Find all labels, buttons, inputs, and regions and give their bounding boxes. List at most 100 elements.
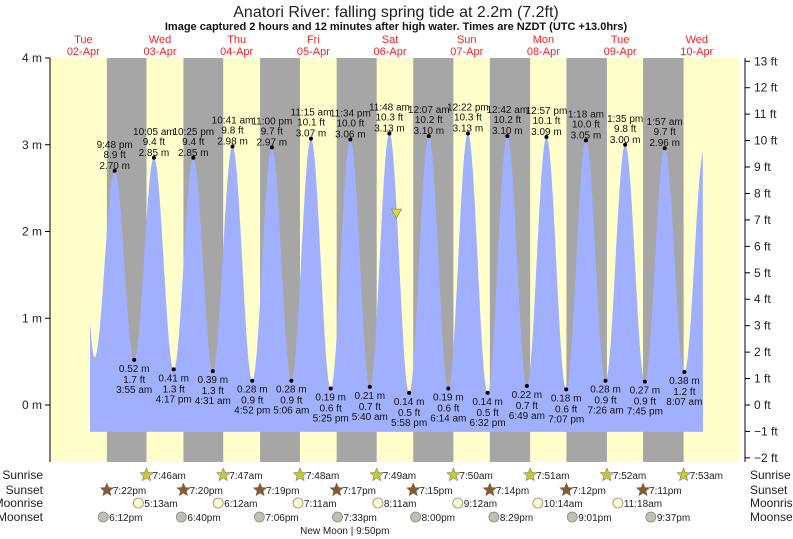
right-tick-label: 12 ft: [754, 81, 778, 95]
sunset-icon: [405, 482, 421, 497]
high-tide-ft: 10.2 ft: [493, 115, 521, 126]
high-tide-m: 2.70 m: [99, 161, 130, 172]
low-tide-point: [328, 386, 333, 391]
sunset-icon: [482, 482, 498, 497]
moonrise-icon: [372, 497, 384, 509]
low-tide-point: [682, 370, 687, 375]
high-tide-time: 11:00 pm: [251, 116, 292, 127]
low-tide-m: 0.22 m: [512, 390, 543, 401]
low-tide-point: [250, 378, 255, 383]
moonrise-time: 7:11am: [304, 499, 337, 510]
right-tick-label: 9 ft: [754, 160, 771, 174]
high-tide-time: 1:57 am: [647, 117, 683, 128]
high-tide-m: 3.06 m: [335, 130, 366, 141]
low-tide-time: 5:58 pm: [391, 418, 427, 429]
high-tide-time: 12:57 pm: [526, 106, 568, 117]
left-tick-label: 3 m: [22, 138, 42, 152]
sunrise-time: 7:50am: [459, 471, 492, 482]
low-tide-m: 0.52 m: [119, 364, 150, 375]
sunset-icon: [176, 482, 191, 497]
high-tide-ft: 8.9 ft: [104, 150, 126, 161]
moonset-icon: [645, 511, 657, 523]
day-label-dow: Mon: [533, 34, 554, 46]
day-label-date: 04-Apr: [220, 46, 253, 58]
high-tide-ft: 10.3 ft: [376, 112, 404, 123]
sunset-time: 7:12pm: [572, 486, 605, 497]
sunset-time: 7:20pm: [189, 486, 222, 497]
chart-subtitle: Image captured 2 hours and 12 minutes af…: [165, 21, 628, 33]
day-label-dow: Wed: [149, 34, 171, 46]
day-label-date: 08-Apr: [527, 46, 560, 58]
high-tide-m: 3.07 m: [296, 129, 327, 140]
high-tide-m: 3.13 m: [453, 123, 484, 134]
sunrise-time: 7:48am: [306, 471, 339, 482]
high-tide-point: [269, 145, 274, 150]
day-label-dow: Sat: [382, 34, 399, 46]
moonrise-time: 5:13am: [144, 499, 177, 510]
tide-area-fill: [90, 133, 703, 432]
low-tide-m: 0.19 m: [433, 393, 464, 404]
high-tide-time: 11:34 pm: [330, 109, 371, 120]
right-tick-label: 13 ft: [754, 54, 778, 68]
sunrise-row-label-right: Sunrise: [750, 468, 791, 482]
low-tide-ft: 0.9 ft: [634, 397, 656, 408]
high-tide-ft: 9.4 ft: [143, 137, 165, 148]
moonset-icon: [97, 511, 109, 523]
low-tide-ft: 0.9 ft: [241, 396, 263, 407]
low-tide-m: 0.38 m: [669, 376, 700, 387]
low-tide-m: 0.19 m: [315, 393, 346, 404]
day-label-dow: Thu: [227, 34, 246, 46]
moonset-icon: [566, 511, 578, 523]
moonset-icon: [253, 511, 265, 523]
sunrise-time: 7:49am: [383, 471, 416, 482]
high-tide-ft: 10.3 ft: [454, 112, 482, 123]
high-tide-point: [387, 131, 392, 136]
low-tide-time: 6:14 am: [430, 414, 466, 425]
high-tide-point: [426, 134, 431, 139]
high-tide-m: 2.85 m: [139, 148, 170, 159]
day-label-dow: Tue: [611, 34, 630, 46]
moonset-time: 7:06pm: [265, 513, 298, 524]
low-tide-point: [446, 386, 451, 391]
high-tide-point: [112, 168, 117, 173]
right-tick-label: −1 ft: [754, 424, 778, 438]
high-tide-point: [151, 155, 156, 160]
moonrise-time: 8:11am: [384, 499, 417, 510]
sunset-time: 7:14pm: [496, 486, 529, 497]
low-tide-m: 0.18 m: [551, 393, 582, 404]
moonset-icon: [332, 511, 343, 523]
moonset-time: 9:37pm: [657, 513, 690, 524]
sunset-time: 7:11pm: [649, 486, 682, 497]
low-tide-ft: 1.3 ft: [163, 384, 185, 395]
left-tick-label: 2 m: [22, 225, 42, 239]
high-tide-m: 2.97 m: [257, 137, 288, 148]
day-label-date: 05-Apr: [297, 46, 330, 58]
moonrise-icon: [292, 497, 304, 509]
sunrise-time: 7:47am: [229, 471, 262, 482]
high-tide-ft: 9.8 ft: [614, 124, 636, 135]
moon-phase-label: New Moon | 9:50pm: [300, 526, 389, 537]
high-tide-ft: 9.7 ft: [261, 126, 283, 137]
high-tide-ft: 10.2 ft: [415, 115, 443, 126]
low-tide-point: [485, 390, 490, 395]
right-tick-label: 3 ft: [754, 319, 771, 333]
low-tide-m: 0.39 m: [198, 375, 229, 386]
sunrise-icon: [292, 467, 308, 482]
low-tide-time: 3:55 am: [116, 385, 152, 396]
moonset-icon: [175, 511, 187, 523]
sunrise-icon: [522, 467, 538, 482]
high-tide-point: [348, 137, 353, 142]
right-tick-label: 0 ft: [754, 398, 771, 412]
moonset-time: 9:01pm: [578, 513, 611, 524]
right-tick-label: 5 ft: [754, 266, 771, 280]
low-tide-point: [524, 383, 529, 388]
high-tide-point: [308, 136, 313, 141]
low-tide-time: 4:52 pm: [234, 406, 270, 417]
low-tide-m: 0.28 m: [590, 385, 621, 396]
current-level-marker: [390, 208, 403, 219]
chart-title: Anatori River: falling spring tide at 2.…: [233, 4, 558, 21]
high-tide-point: [505, 134, 510, 139]
low-tide-time: 7:26 am: [587, 406, 623, 417]
low-tide-point: [210, 369, 215, 374]
moonrise-icon: [212, 497, 224, 509]
